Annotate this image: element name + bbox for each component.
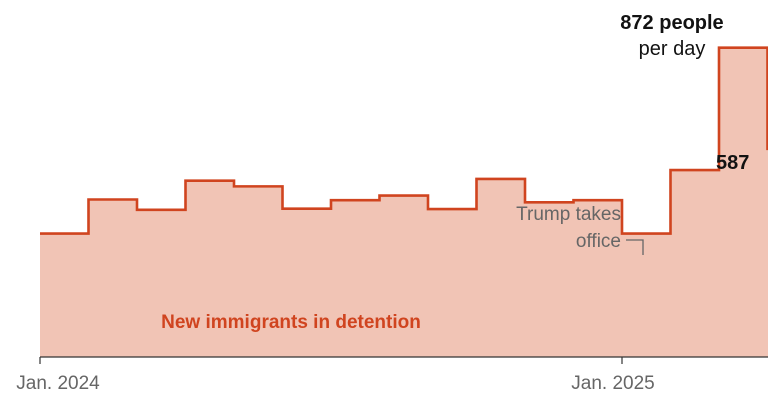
x-axis-ticks [39,357,623,364]
event-annotation-leader [626,239,644,255]
event-annotation-line1: Trump takes [516,204,621,225]
series-label: New immigrants in detention [161,312,421,333]
series-area-fill [40,47,768,357]
x-tick-label-2024: Jan. 2024 [16,373,100,394]
peak-unit-label: per day [639,38,706,60]
series-step-line [40,46,768,235]
peak-value-label: 872 people [620,12,723,34]
x-tick-label-2025: Jan. 2025 [571,373,654,394]
event-annotation-line2: office [576,231,621,252]
end-value-label: 587 [716,152,749,174]
